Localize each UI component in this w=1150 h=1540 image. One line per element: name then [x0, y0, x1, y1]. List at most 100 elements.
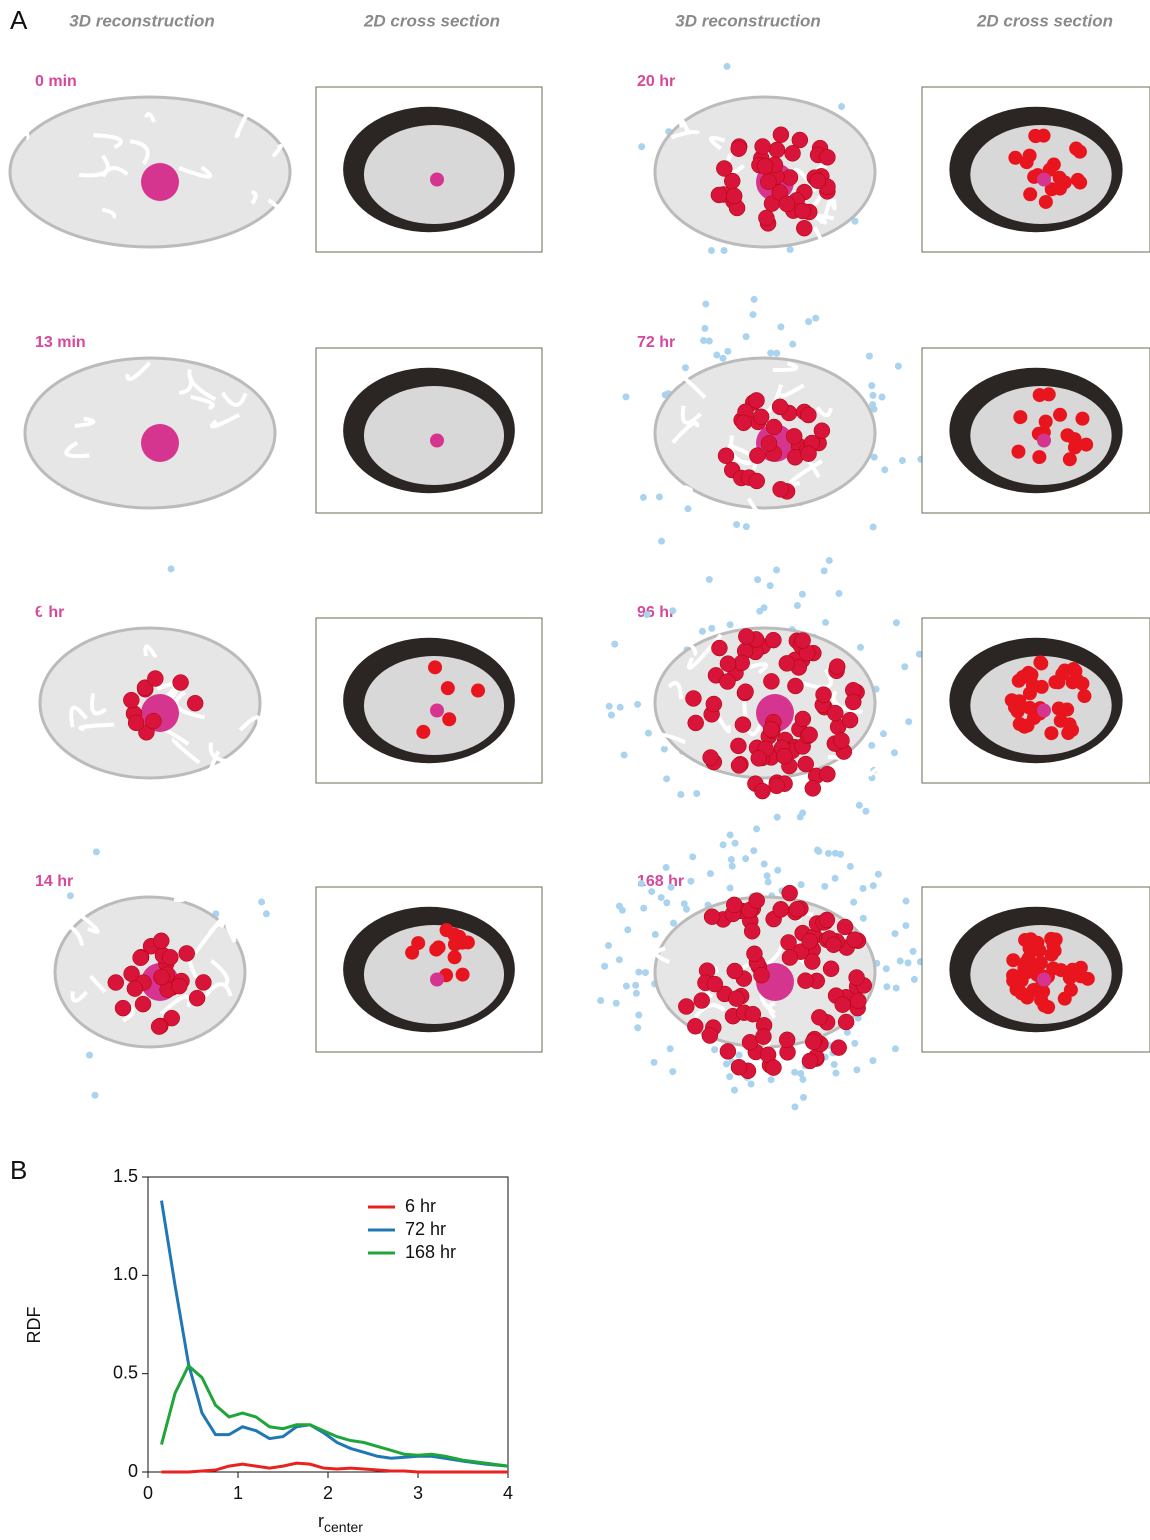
particle	[720, 674, 736, 690]
particle	[768, 1076, 775, 1083]
particle	[736, 1051, 743, 1058]
particle	[687, 878, 694, 885]
particle	[779, 655, 795, 671]
particle	[670, 920, 677, 927]
particle	[678, 998, 694, 1014]
particle	[748, 1080, 755, 1087]
particle	[801, 446, 817, 462]
particle	[67, 892, 74, 899]
structure-3d	[25, 565, 260, 783]
particle	[1039, 415, 1053, 429]
particle	[708, 247, 715, 254]
particle	[643, 611, 650, 618]
structure-3d	[6, 97, 293, 247]
particle	[720, 841, 727, 848]
particle	[448, 950, 462, 964]
particle	[763, 721, 779, 737]
particle	[623, 983, 630, 990]
particle	[624, 926, 631, 933]
particle	[860, 885, 867, 892]
particle	[742, 855, 749, 862]
particle	[795, 711, 811, 727]
particle	[743, 523, 750, 530]
particle	[868, 742, 875, 749]
nucleus-core	[430, 173, 444, 187]
particle	[735, 717, 751, 733]
particle	[1063, 971, 1077, 985]
particle	[749, 392, 765, 408]
particle	[428, 660, 442, 674]
particle	[461, 935, 475, 949]
particle	[727, 621, 734, 628]
particle	[802, 1053, 818, 1069]
particle	[835, 590, 842, 597]
series-line	[162, 1201, 509, 1467]
cross-section	[316, 348, 542, 513]
particle	[606, 703, 613, 710]
nucleus-core	[1037, 434, 1051, 448]
nucleus-core	[1037, 173, 1051, 187]
particle	[708, 625, 715, 632]
particle	[685, 690, 701, 706]
particle	[622, 393, 629, 400]
particle	[753, 967, 769, 983]
particle	[772, 399, 788, 415]
particle	[733, 521, 740, 528]
particle	[699, 628, 706, 635]
particle	[832, 1070, 839, 1077]
particle	[849, 969, 865, 985]
time-label: 96 hr	[637, 604, 675, 621]
particle	[837, 919, 853, 935]
particle	[831, 1040, 847, 1056]
particle	[689, 853, 696, 860]
fiber	[59, 496, 82, 520]
particle	[827, 705, 843, 721]
particle	[799, 591, 806, 598]
cross-section	[316, 887, 542, 1052]
particle	[731, 1087, 738, 1094]
particle	[642, 969, 649, 976]
particle	[751, 750, 767, 766]
particle	[731, 141, 747, 157]
particle	[123, 692, 139, 708]
particle	[605, 942, 612, 949]
particle	[726, 897, 742, 913]
particle	[743, 333, 750, 340]
particle	[782, 885, 798, 901]
particle	[826, 937, 842, 953]
particle	[648, 888, 655, 895]
particle	[718, 448, 734, 464]
y-tick-label: 1.5	[113, 1166, 138, 1186]
particle	[727, 963, 743, 979]
particle	[902, 922, 909, 929]
particle	[832, 850, 839, 857]
particle	[617, 704, 624, 711]
legend-label: 6 hr	[405, 1196, 436, 1216]
particle	[173, 675, 189, 691]
particle	[829, 659, 845, 675]
particle	[656, 493, 663, 500]
particle	[903, 898, 910, 905]
structure-3d	[0, 358, 296, 521]
particle	[663, 899, 670, 906]
particle	[687, 1018, 703, 1034]
series-line	[162, 1366, 509, 1466]
particle	[816, 687, 832, 703]
particle	[621, 751, 628, 758]
particle	[764, 872, 771, 879]
x-axis-label-subscript: center	[324, 1519, 363, 1535]
particle	[895, 363, 902, 370]
particle	[706, 696, 722, 712]
particle	[791, 1069, 798, 1076]
fiber	[228, 901, 263, 927]
particle	[883, 983, 890, 990]
x-tick-label: 4	[503, 1483, 513, 1503]
particle	[819, 766, 835, 782]
particle	[832, 875, 839, 882]
column-header: 2D cross section	[976, 11, 1113, 30]
particle	[767, 349, 774, 356]
particle	[1071, 173, 1085, 187]
particle	[812, 315, 819, 322]
particle	[767, 582, 774, 589]
particle	[1063, 452, 1077, 466]
